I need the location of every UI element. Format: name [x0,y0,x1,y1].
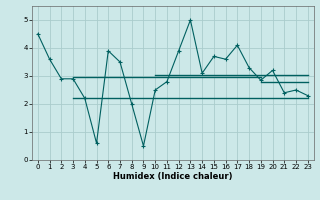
X-axis label: Humidex (Indice chaleur): Humidex (Indice chaleur) [113,172,233,181]
